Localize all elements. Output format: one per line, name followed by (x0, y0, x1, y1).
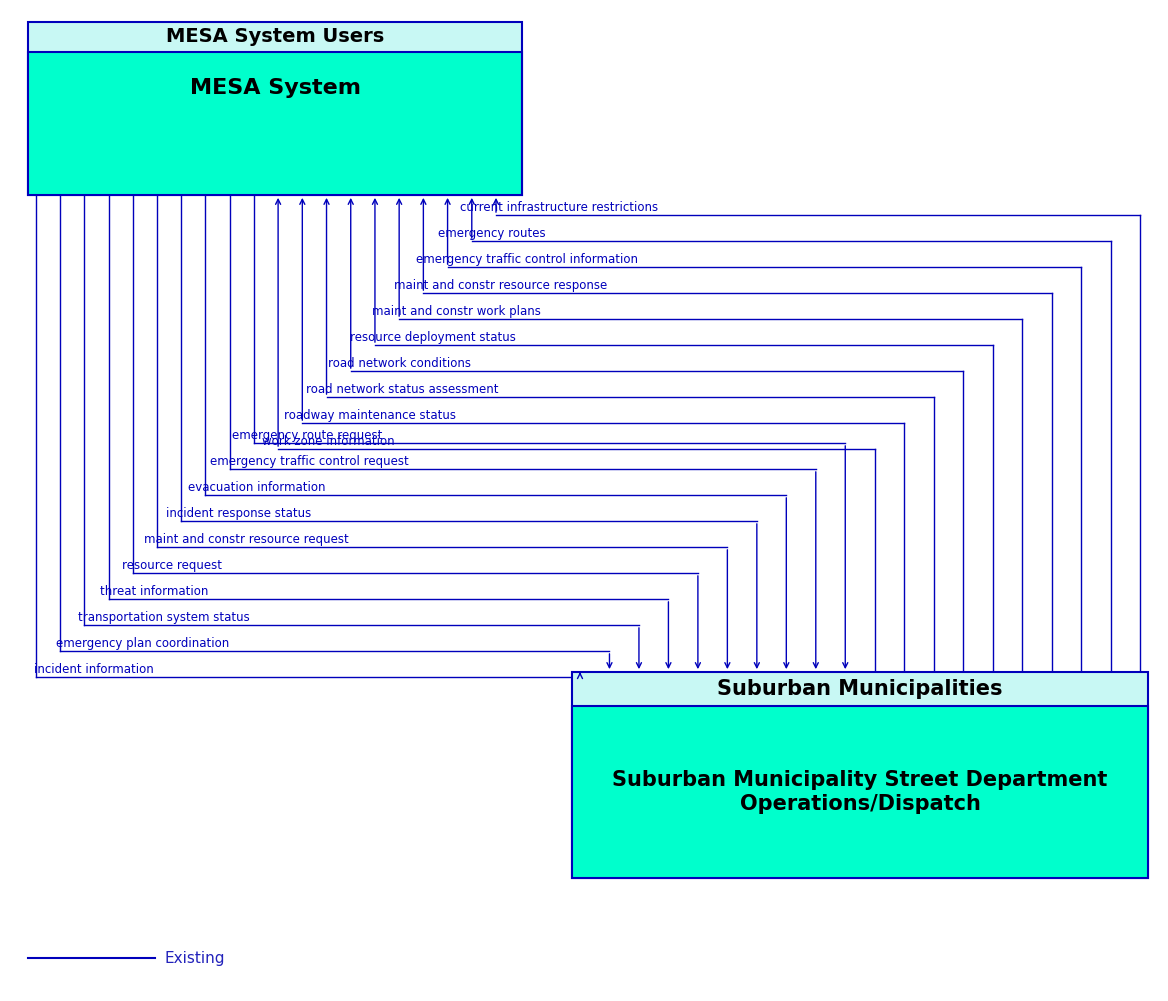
Text: resource deployment status: resource deployment status (350, 331, 516, 344)
Text: threat information: threat information (100, 585, 208, 598)
Text: MESA System: MESA System (189, 78, 361, 98)
Text: evacuation information: evacuation information (188, 481, 326, 494)
Bar (28, 52, 522, 195)
Text: Suburban Municipalities: Suburban Municipalities (717, 679, 1003, 699)
Text: emergency traffic control information: emergency traffic control information (416, 253, 638, 266)
Bar (572, 706, 1148, 878)
Text: roadway maintenance status: roadway maintenance status (284, 409, 456, 422)
Text: maint and constr resource request: maint and constr resource request (144, 533, 349, 546)
Bar (28, 22, 522, 195)
Text: emergency traffic control request: emergency traffic control request (210, 455, 409, 468)
Text: emergency routes: emergency routes (438, 227, 545, 240)
Text: emergency plan coordination: emergency plan coordination (56, 637, 229, 650)
Text: emergency route request: emergency route request (232, 429, 382, 442)
Text: Suburban Municipality Street Department
Operations/Dispatch: Suburban Municipality Street Department … (612, 771, 1107, 814)
Text: transportation system status: transportation system status (78, 611, 250, 624)
Text: incident information: incident information (34, 663, 154, 676)
Text: road network status assessment: road network status assessment (306, 383, 499, 396)
Text: maint and constr work plans: maint and constr work plans (371, 305, 541, 318)
Text: maint and constr resource response: maint and constr resource response (394, 279, 607, 292)
Text: work zone information: work zone information (262, 435, 395, 448)
Bar (572, 672, 1148, 878)
Text: resource request: resource request (121, 559, 222, 572)
Text: Existing: Existing (165, 951, 225, 966)
Text: road network conditions: road network conditions (328, 357, 471, 370)
Text: MESA System Users: MESA System Users (166, 27, 384, 46)
Text: incident response status: incident response status (166, 507, 311, 520)
Text: current infrastructure restrictions: current infrastructure restrictions (460, 201, 658, 214)
